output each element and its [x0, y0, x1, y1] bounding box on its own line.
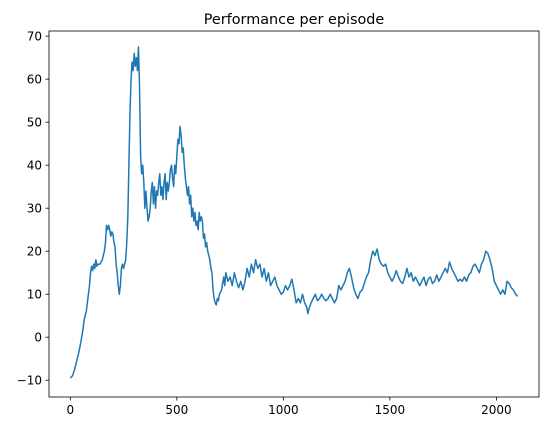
y-tick-label: 60	[27, 72, 42, 86]
y-tick-label: 50	[27, 115, 42, 129]
series-line	[69, 46, 519, 379]
x-tick-label: 1000	[268, 403, 299, 417]
y-axis: −10 0 10 20 30 40 50 60 70	[17, 29, 49, 388]
x-tick-label: 2000	[481, 403, 512, 417]
y-tick-label: 40	[27, 158, 42, 172]
y-tick-label: 10	[27, 288, 42, 302]
plot-frame	[48, 30, 540, 398]
chart-title: Performance per episode	[204, 12, 385, 28]
x-tick-label: 500	[165, 403, 188, 417]
y-tick-label: 20	[27, 245, 42, 259]
y-tick-label: 70	[27, 29, 42, 43]
x-tick-label: 0	[66, 403, 74, 417]
plot-area	[69, 46, 519, 379]
y-tick-label: 30	[27, 201, 42, 215]
y-tick-label: 0	[34, 331, 42, 345]
x-axis: 0 500 1000 1500 2000	[66, 397, 512, 417]
y-tick-label: −10	[17, 374, 42, 388]
x-tick-label: 1500	[375, 403, 406, 417]
